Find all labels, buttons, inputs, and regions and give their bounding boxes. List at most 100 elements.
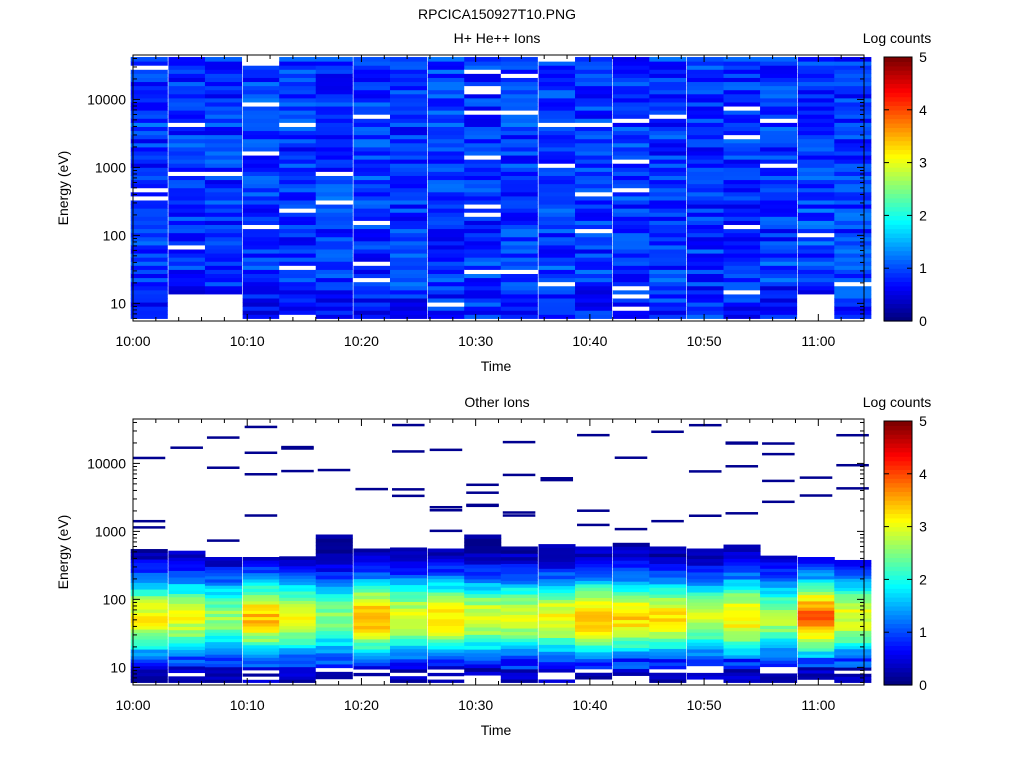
heatmap-cell <box>427 65 465 70</box>
heatmap-cell <box>427 548 465 553</box>
x-tick-label: 10:40 <box>572 333 607 349</box>
heatmap-cell <box>723 623 761 628</box>
heatmap-cell <box>538 544 576 549</box>
heatmap-cell <box>130 595 168 600</box>
heatmap-cell <box>686 81 725 87</box>
heatmap-cell <box>575 101 613 107</box>
heatmap-cell <box>204 293 243 299</box>
heatmap-cell <box>242 257 280 262</box>
colorbar-segment <box>884 250 912 256</box>
heatmap-cell <box>242 302 280 307</box>
heatmap-cell <box>427 679 465 683</box>
heatmap-cell <box>353 216 391 221</box>
heatmap-cell <box>242 588 280 592</box>
heatmap-cell <box>575 310 613 315</box>
heatmap-cell <box>500 580 538 585</box>
heatmap-cell <box>204 635 243 640</box>
heatmap-cell <box>168 179 206 185</box>
heatmap-cell <box>168 159 206 164</box>
heatmap-cell <box>575 594 613 598</box>
heatmap-cell <box>797 138 835 144</box>
colorbar-tick-label: 0 <box>919 313 927 329</box>
colorbar-segment <box>884 74 912 80</box>
colorbar-segment <box>884 83 912 89</box>
heatmap-cell <box>500 167 538 172</box>
heatmap-cell <box>204 572 243 577</box>
heatmap-cell <box>686 595 725 600</box>
heatmap-cell <box>427 605 465 610</box>
heatmap-cell <box>797 556 835 561</box>
heatmap-cell <box>500 560 538 564</box>
heatmap-cell <box>686 598 725 603</box>
heatmap-cell <box>575 261 613 266</box>
heatmap-cell <box>723 204 761 209</box>
heatmap-cell <box>279 619 317 624</box>
heatmap-cell <box>464 660 502 665</box>
heatmap-cell <box>353 101 391 107</box>
heatmap-cell <box>279 559 317 564</box>
heatmap-cell <box>353 224 391 230</box>
heatmap-cell <box>389 150 428 156</box>
heatmap-cell <box>500 577 538 581</box>
heatmap-cell <box>353 595 391 600</box>
heatmap-cell <box>500 97 538 103</box>
heatmap-cell <box>204 585 243 589</box>
heatmap-cell <box>612 171 650 176</box>
heatmap-cell <box>130 179 168 185</box>
heatmap-cell <box>723 85 761 91</box>
heatmap-cell <box>427 81 465 87</box>
heatmap-cell <box>353 302 391 307</box>
heatmap-cell <box>353 93 391 99</box>
colorbar-segment <box>884 61 912 67</box>
heatmap-cell <box>797 232 835 238</box>
heatmap-cell <box>834 110 872 115</box>
heatmap-cell <box>427 628 465 633</box>
heatmap-cell <box>464 663 502 669</box>
heatmap-cell <box>427 669 465 673</box>
heatmap-cell <box>130 619 168 623</box>
heatmap-line <box>355 487 388 491</box>
heatmap-cell <box>168 553 206 558</box>
panel-1-axes: 10:00 10:10 10:20 10:30 10:40 10:50 11:0010100… <box>87 55 865 349</box>
heatmap-cell <box>315 623 353 628</box>
heatmap-cell <box>315 601 353 606</box>
heatmap-cell <box>575 298 613 303</box>
heatmap-cell <box>464 81 502 87</box>
colorbar-segment <box>884 623 912 629</box>
heatmap-cell <box>315 604 353 609</box>
heatmap-cell <box>315 195 353 201</box>
heatmap-cell <box>723 544 761 549</box>
heatmap-cell <box>427 662 465 667</box>
heatmap-line <box>466 504 499 508</box>
heatmap-cell <box>130 579 168 583</box>
heatmap-cell <box>538 640 576 645</box>
heatmap-cell <box>168 248 206 254</box>
heatmap-cell <box>834 114 872 119</box>
heatmap-cell <box>389 306 428 311</box>
heatmap-cell <box>130 257 168 262</box>
colorbar-segment <box>884 531 912 536</box>
heatmap-line <box>836 463 869 467</box>
heatmap-cell <box>279 293 317 299</box>
heatmap-cell <box>760 676 798 680</box>
heatmap-cell <box>242 663 280 668</box>
heatmap-cell <box>797 134 835 140</box>
heatmap-cell <box>427 622 465 627</box>
heatmap-cell <box>168 560 206 565</box>
heatmap-cell <box>612 647 650 652</box>
heatmap-cell <box>353 615 391 620</box>
heatmap-cell <box>315 586 353 591</box>
heatmap-cell <box>575 142 613 148</box>
heatmap-cell <box>130 569 168 573</box>
heatmap-cell <box>797 629 835 633</box>
heatmap-cell <box>464 261 502 266</box>
heatmap-cell <box>242 93 280 99</box>
heatmap-cell <box>538 599 576 604</box>
heatmap-cell <box>353 61 391 66</box>
colorbar-segment <box>884 619 912 624</box>
heatmap-cell <box>834 621 872 625</box>
heatmap-cell <box>427 273 465 279</box>
heatmap-cell <box>168 220 206 225</box>
heatmap-cell <box>464 649 502 654</box>
heatmap-cell <box>649 248 687 254</box>
